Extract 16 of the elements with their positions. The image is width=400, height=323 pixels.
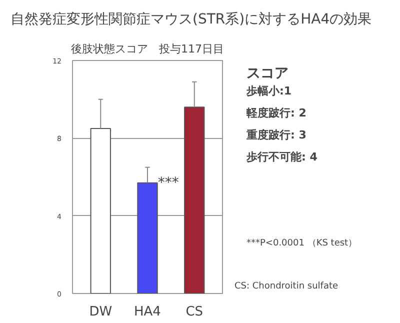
bar xyxy=(90,128,111,294)
text: 軽度跛行: 2 xyxy=(246,106,306,120)
x-tick-label: DW xyxy=(89,304,112,320)
x-tick-label: CS xyxy=(186,304,204,320)
chart-subtitle: 後肢状態スコア 投与117日目 xyxy=(71,42,224,56)
text: CS: Chondroitin sulfate xyxy=(234,282,339,292)
text: 重度跛行: 3 xyxy=(246,128,306,142)
text: スコア xyxy=(246,66,288,82)
text: ***P<0.0001 （KS test） xyxy=(246,238,358,248)
x-tick-label: HA4 xyxy=(134,304,161,320)
text: 歩幅小:1 xyxy=(246,84,292,98)
chart-title: 自然発症変形性関節症マウス(STR系)に対するHA4の効果 xyxy=(10,12,372,28)
bar xyxy=(184,106,205,294)
text: 歩行不可能: 4 xyxy=(246,150,318,164)
bar xyxy=(137,182,158,294)
annotation: *** xyxy=(158,174,179,191)
